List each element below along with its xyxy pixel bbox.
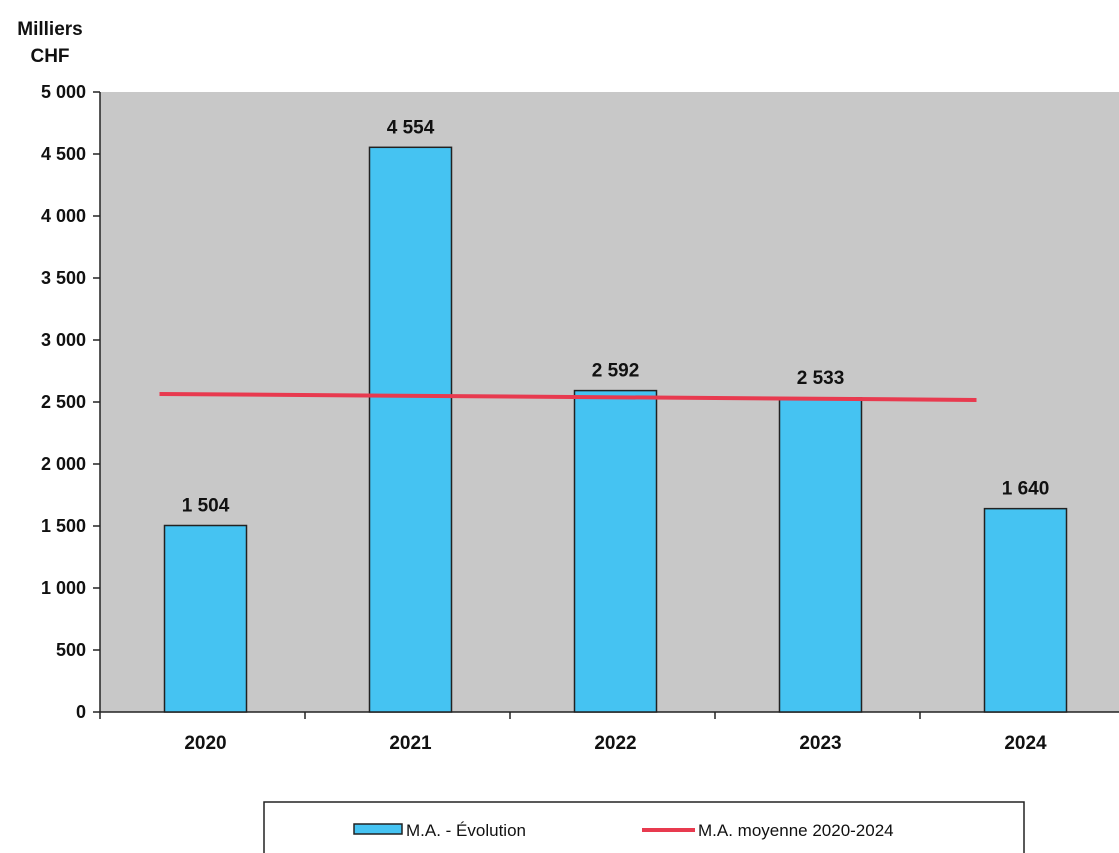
bar-value-label: 1 640 — [1002, 479, 1050, 500]
y-tick-label: 2 500 — [41, 392, 86, 412]
y-tick-label: 3 500 — [41, 268, 86, 288]
bar — [573, 389, 658, 713]
y-tick-label: 1 500 — [41, 516, 86, 536]
legend-bar-swatch — [353, 823, 403, 835]
average-line — [159, 391, 977, 402]
y-tick-label: 2 000 — [41, 454, 86, 474]
x-tick-label: 2023 — [799, 733, 841, 754]
bar — [983, 507, 1068, 713]
y-tick-label: 3 000 — [41, 330, 86, 350]
bar — [368, 146, 453, 713]
bar-value-label: 4 554 — [387, 117, 435, 138]
x-tick-label: 2021 — [389, 733, 432, 754]
legend-line-label: M.A. moyenne 2020-2024 — [698, 821, 894, 840]
average-line-series — [159, 391, 977, 402]
bar-value-label: 2 592 — [592, 361, 640, 382]
y-tick-label: 500 — [56, 640, 86, 660]
y-tick-label: 1 000 — [41, 578, 86, 598]
bar-series: 1 504 4 554 2 592 2 533 1 640 — [163, 117, 1068, 713]
legend-bar-label: M.A. - Évolution — [406, 821, 526, 840]
y-axis: 0 500 1 000 1 500 2 000 2 500 3 000 3 500 4 000 4… — [41, 82, 101, 722]
unit-label-line-2: CHF — [30, 46, 69, 67]
x-axis: 2020 2021 2022 2023 2024 — [99, 711, 1119, 754]
unit-label-line-1: Milliers — [17, 19, 82, 40]
bar-value-label: 1 504 — [182, 496, 230, 517]
x-tick-label: 2024 — [1004, 733, 1047, 754]
x-tick-label: 2022 — [594, 733, 636, 754]
y-tick-label: 4 000 — [41, 206, 86, 226]
y-tick-label: 0 — [76, 702, 86, 722]
bar — [163, 524, 248, 713]
bar — [778, 397, 863, 713]
bar-value-label: 2 533 — [797, 368, 845, 389]
x-tick-label: 2020 — [184, 733, 226, 754]
y-tick-label: 5 000 — [41, 82, 86, 102]
legend: M.A. - Évolution M.A. moyenne 2020-2024 — [263, 801, 1025, 853]
y-tick-label: 4 500 — [41, 144, 86, 164]
